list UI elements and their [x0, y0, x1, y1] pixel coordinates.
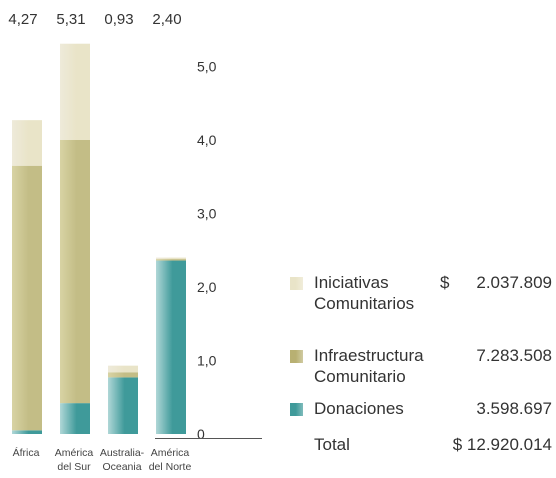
y-tick-label: 0 — [197, 426, 205, 442]
bar-total-label: 4,27 — [8, 11, 37, 28]
bar-segment-iniciativas-0 — [12, 120, 42, 166]
y-tick-label: 4,0 — [197, 132, 217, 148]
bar-segment-infraestructura-3 — [156, 259, 186, 261]
category-labels: África América del Sur Australia- Oceania Amé… — [13, 446, 192, 473]
legend-swatch-iniciativas — [290, 277, 303, 290]
legend-label-line2: Comunitarios — [314, 294, 415, 313]
bar-segment-donaciones-3 — [156, 260, 186, 434]
bar-segment-donaciones-1 — [60, 403, 90, 434]
legend-swatch-infraestructura — [290, 350, 303, 363]
stacked-bar-chart: 4,27 5,31 0,93 2,40 0 1,0 2,0 3,0 4,0 5,0 África… — [8, 11, 217, 473]
legend-value-donaciones: 3.598.697 — [476, 399, 552, 418]
category-label: del Sur — [57, 461, 91, 473]
category-label: América — [151, 447, 190, 459]
bars — [12, 43, 186, 434]
total-rule — [155, 438, 262, 439]
legend-value-iniciativas: 2.037.809 — [476, 273, 552, 292]
total-currency: $ — [452, 435, 463, 454]
category-label: Oceania — [102, 461, 141, 473]
bar-segment-iniciativas-2 — [108, 365, 138, 373]
y-tick-label: 5,0 — [197, 59, 217, 75]
bar-totals: 4,27 5,31 0,93 2,40 — [8, 11, 181, 28]
y-tick-label: 2,0 — [197, 279, 217, 295]
category-label: África — [13, 446, 40, 459]
bar-segment-infraestructura-0 — [12, 165, 42, 431]
legend-label-iniciativas: Iniciativas Comunitarios — [314, 272, 444, 314]
category-label: América — [55, 447, 94, 459]
legend-label-infraestructura: Infraestructura Comunitario — [314, 345, 444, 387]
bar-segment-infraestructura-1 — [60, 140, 90, 404]
y-axis-ticks: 0 1,0 2,0 3,0 4,0 5,0 — [197, 59, 217, 443]
bar-segment-infraestructura-2 — [108, 372, 138, 378]
category-label: Australia- — [100, 447, 145, 459]
y-tick-label: 1,0 — [197, 353, 217, 369]
y-tick-label: 3,0 — [197, 206, 217, 222]
total-value: $ 12.920.014 — [453, 434, 552, 455]
legend-label-line1: Infraestructura — [314, 346, 424, 365]
total-amount: 12.920.014 — [466, 435, 552, 454]
bar-total-label: 2,40 — [152, 11, 181, 28]
bar-total-label: 0,93 — [104, 11, 133, 28]
bar-segment-iniciativas-1 — [60, 43, 90, 141]
legend-swatch-donaciones — [290, 403, 303, 416]
legend-label-line2: Comunitario — [314, 367, 406, 386]
legend-label-donaciones: Donaciones — [314, 399, 404, 418]
total-label: Total — [314, 435, 350, 454]
legend-value-infraestructura: 7.283.508 — [476, 346, 552, 365]
category-label: del Norte — [149, 461, 192, 473]
bar-total-label: 5,31 — [56, 11, 85, 28]
bar-segment-donaciones-0 — [12, 430, 42, 434]
legend-label-line1: Iniciativas — [314, 273, 389, 292]
legend-currency: $ — [440, 273, 450, 292]
bar-segment-iniciativas-3 — [156, 257, 186, 260]
bar-segment-donaciones-2 — [108, 377, 138, 434]
